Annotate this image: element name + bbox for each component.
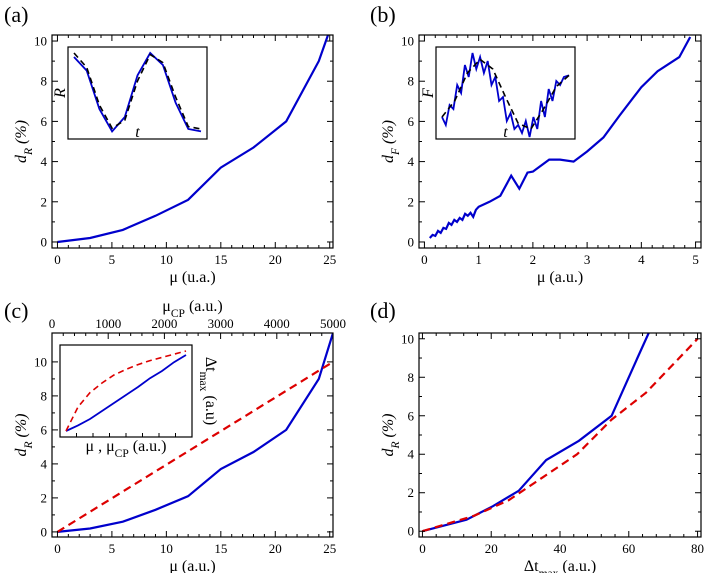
inset-x-label-b: t xyxy=(503,124,508,141)
x-tick-label-a-0: 0 xyxy=(54,252,61,267)
y-tick-label-a-4: 8 xyxy=(41,74,48,89)
x-tick-label-d-4: 80 xyxy=(691,541,704,556)
y-tick-label-b-3: 6 xyxy=(408,114,415,129)
series-line-b-0 xyxy=(428,36,692,239)
inset-a: tR xyxy=(52,46,208,141)
series-line-d-0 xyxy=(422,333,650,533)
top-x-tick-label-c-4: 4000 xyxy=(264,316,290,331)
x-tick-label-a-4: 20 xyxy=(269,252,282,267)
x-tick-label-c-0: 0 xyxy=(54,541,61,556)
y-tick-label-a-0: 0 xyxy=(41,234,48,249)
y-tick-label-d-3: 6 xyxy=(408,408,415,423)
inset-series-line-a-1 xyxy=(73,52,202,130)
panel-label-b: (b) xyxy=(370,2,396,27)
x-tick-label-c-1: 5 xyxy=(109,541,116,556)
y-tick-label-c-5: 10 xyxy=(34,354,47,369)
y-tick-label-d-4: 8 xyxy=(408,370,415,385)
inset-frame-a xyxy=(67,46,208,140)
x-axis-label-d: Δtmax (a.u.) xyxy=(524,558,596,573)
panel-label-d: (d) xyxy=(370,298,396,323)
y-tick-label-c-2: 4 xyxy=(41,456,48,471)
series-line-c-1 xyxy=(56,360,333,533)
y-tick-label-c-4: 8 xyxy=(41,388,48,403)
x-tick-label-d-3: 60 xyxy=(622,541,635,556)
top-x-tick-label-c-5: 5000 xyxy=(320,316,346,331)
top-x-tick-label-c-3: 3000 xyxy=(208,316,234,331)
y-tick-label-b-4: 8 xyxy=(408,74,415,89)
x-axis-label-c: μ (a.u.) xyxy=(169,558,215,573)
top-x-tick-label-c-0: 0 xyxy=(49,316,56,331)
x-tick-label-b-4: 4 xyxy=(638,252,645,267)
panel-label-a: (a) xyxy=(4,2,28,27)
y-tick-label-d-0: 0 xyxy=(408,524,415,539)
inset-b: tF xyxy=(420,46,576,141)
y-axis-label-d: dR (%) xyxy=(380,413,402,456)
series-line-a-0 xyxy=(57,35,330,244)
x-tick-label-b-3: 3 xyxy=(584,252,591,267)
x-tick-label-a-1: 5 xyxy=(109,252,116,267)
y-axis-label-c: dR (%) xyxy=(13,413,35,456)
series-line-c-0 xyxy=(57,333,333,533)
y-axis-label-a: dR (%) xyxy=(13,120,35,163)
y-tick-label-a-5: 10 xyxy=(34,34,47,49)
inset-frame-c xyxy=(59,344,193,438)
y-tick-label-c-0: 0 xyxy=(41,524,48,539)
y-tick-label-d-5: 10 xyxy=(401,331,414,346)
x-tick-label-c-2: 10 xyxy=(160,541,173,556)
x-tick-label-d-0: 0 xyxy=(419,541,426,556)
inset-series-line-a-0 xyxy=(73,51,202,133)
y-tick-label-b-0: 0 xyxy=(408,234,415,249)
x-tick-label-b-2: 2 xyxy=(530,252,537,267)
x-tick-label-d-1: 20 xyxy=(485,541,498,556)
y-tick-label-d-1: 2 xyxy=(408,485,415,500)
y-tick-label-a-1: 2 xyxy=(41,194,48,209)
series-line-d-1 xyxy=(422,338,699,533)
y-axis-label-b: dF (%) xyxy=(380,120,402,163)
inset-y-label-a: R xyxy=(52,88,69,99)
x-tick-label-b-1: 1 xyxy=(475,252,482,267)
x-tick-label-a-2: 10 xyxy=(160,252,173,267)
x-tick-label-d-2: 40 xyxy=(554,541,567,556)
inset-series-line-b-1 xyxy=(441,58,570,131)
plot-frame-d xyxy=(418,332,702,538)
y-tick-label-a-3: 6 xyxy=(41,114,48,129)
x-axis-label-b: μ (a.u.) xyxy=(537,269,583,286)
x-tick-label-c-4: 20 xyxy=(269,541,282,556)
inset-c: μ , μCP (a.u.) Δtmax (a.u) xyxy=(59,344,219,460)
x-tick-label-a-5: 25 xyxy=(323,252,336,267)
top-x-tick-label-c-2: 2000 xyxy=(151,316,177,331)
inset-series-line-c-0 xyxy=(65,354,187,432)
plot-frame-c xyxy=(51,332,334,538)
y-tick-label-b-2: 4 xyxy=(408,154,415,169)
inset-x-label-c: μ , μCP (a.u.) xyxy=(85,438,166,460)
y-tick-label-b-5: 10 xyxy=(401,34,414,49)
x-tick-label-a-3: 15 xyxy=(214,252,227,267)
y-tick-label-a-2: 4 xyxy=(41,154,48,169)
top-x-tick-label-c-1: 1000 xyxy=(95,316,121,331)
x-tick-label-b-0: 0 xyxy=(421,252,428,267)
y-tick-label-c-3: 6 xyxy=(41,422,48,437)
panel-label-c: (c) xyxy=(4,298,28,323)
x-tick-label-c-5: 25 xyxy=(323,541,336,556)
inset-x-label-a: t xyxy=(135,124,140,141)
x-tick-label-b-5: 5 xyxy=(692,252,699,267)
x-tick-label-c-3: 15 xyxy=(214,541,227,556)
inset-series-line-c-1 xyxy=(65,350,187,432)
top-x-axis-label-c: μCP (a.u.) xyxy=(162,298,222,320)
y-tick-label-c-1: 2 xyxy=(41,490,48,505)
inset-y-label-c: Δtmax (a.u) xyxy=(197,357,219,425)
inset-y-label-b: F xyxy=(420,88,437,99)
y-tick-label-b-1: 2 xyxy=(408,194,415,209)
x-axis-label-a: μ (u.a.) xyxy=(169,269,215,286)
panel-c: 0 5 10 15 20 25 0 2 4 6 8 10 0 1000 2000 3000 4000 5000 μC… xyxy=(4,298,346,573)
panel-d: 0 20 40 60 80 0 2 4 6 8 10 Δtmax (a.u.) dR (%) (d) xyxy=(370,298,704,573)
y-tick-label-d-2: 4 xyxy=(408,447,415,462)
